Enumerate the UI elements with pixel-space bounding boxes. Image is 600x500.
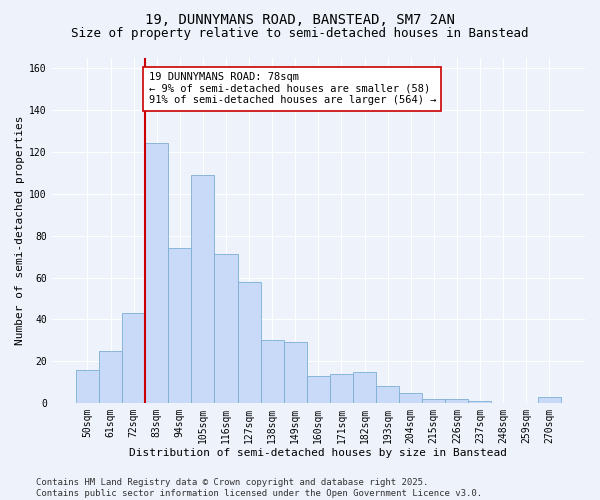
Bar (76, 370, 99, 403)
Bar (307, 376, 330, 403)
Bar (191, 175, 214, 403)
Bar (168, 248, 191, 403)
Bar (376, 386, 399, 403)
Bar (445, 399, 469, 403)
Bar (399, 392, 422, 403)
Bar (330, 374, 353, 403)
Bar (422, 399, 445, 403)
Text: Contains HM Land Registry data © Crown copyright and database right 2025.
Contai: Contains HM Land Registry data © Crown c… (36, 478, 482, 498)
Bar (99, 351, 122, 403)
Bar (122, 313, 145, 403)
Text: 19 DUNNYMANS ROAD: 78sqm
← 9% of semi-detached houses are smaller (58)
91% of se: 19 DUNNYMANS ROAD: 78sqm ← 9% of semi-de… (149, 72, 436, 106)
X-axis label: Distribution of semi-detached houses by size in Banstead: Distribution of semi-detached houses by … (130, 448, 508, 458)
Text: Size of property relative to semi-detached houses in Banstead: Size of property relative to semi-detach… (71, 28, 529, 40)
Y-axis label: Number of semi-detached properties: Number of semi-detached properties (15, 116, 25, 345)
Bar (469, 401, 491, 403)
Bar (353, 372, 376, 403)
Bar (238, 282, 260, 403)
Text: 19, DUNNYMANS ROAD, BANSTEAD, SM7 2AN: 19, DUNNYMANS ROAD, BANSTEAD, SM7 2AN (145, 12, 455, 26)
Bar (260, 340, 284, 403)
Bar (284, 342, 307, 403)
Bar (214, 254, 238, 403)
Bar (145, 144, 168, 403)
Bar (538, 397, 561, 403)
